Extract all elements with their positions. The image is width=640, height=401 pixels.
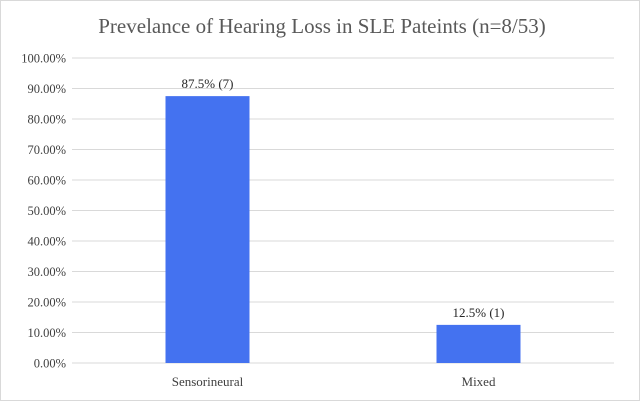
gridlines (72, 57, 614, 364)
y-tick-label: 60.00% (27, 174, 66, 188)
x-axis-categories: Sensorineural Mixed (172, 374, 496, 389)
chart-title: Prevelance of Hearing Loss in SLE Patein… (98, 14, 546, 38)
y-tick-label: 70.00% (27, 143, 66, 157)
y-tick-label: 80.00% (27, 113, 66, 127)
y-tick-label: 30.00% (27, 265, 66, 279)
y-tick-label: 90.00% (27, 82, 66, 96)
y-tick-label: 20.00% (27, 296, 66, 310)
x-category-label: Mixed (462, 374, 496, 389)
bars (165, 96, 521, 363)
y-axis-ticks: 0.00% 10.00% 20.00% 30.00% 40.00% 50.00% 60.00… (21, 52, 66, 371)
y-tick-label: 50.00% (27, 204, 66, 218)
y-tick-label: 40.00% (27, 235, 66, 249)
bar-mixed (436, 324, 521, 363)
data-label: 87.5% (7) (182, 76, 234, 91)
data-label: 12.5% (1) (453, 305, 505, 320)
y-tick-label: 100.00% (21, 52, 66, 66)
y-tick-label: 10.00% (27, 326, 66, 340)
data-labels: 87.5% (7) 12.5% (1) (182, 76, 505, 320)
x-category-label: Sensorineural (172, 374, 244, 389)
y-tick-label: 0.00% (34, 357, 66, 371)
bar-sensorineural (165, 96, 250, 363)
